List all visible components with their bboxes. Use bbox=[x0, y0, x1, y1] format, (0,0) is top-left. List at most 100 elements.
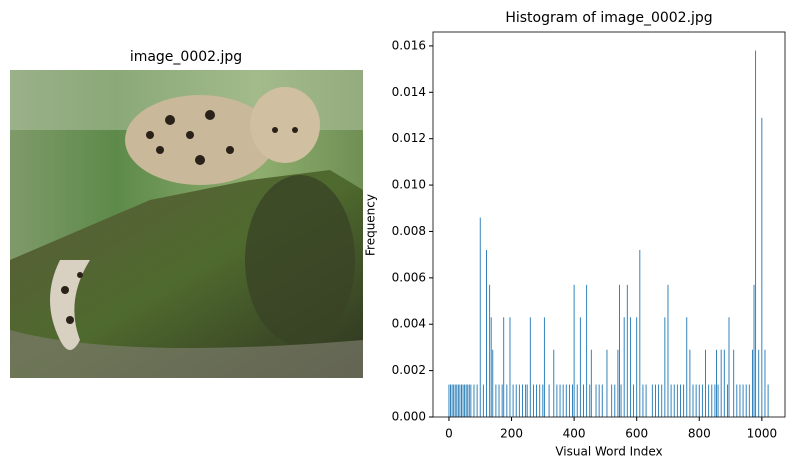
bar bbox=[559, 384, 561, 417]
bar bbox=[655, 384, 656, 417]
bar bbox=[748, 384, 750, 417]
bar bbox=[629, 317, 631, 417]
bar bbox=[753, 284, 755, 417]
bar bbox=[486, 250, 487, 417]
bar bbox=[539, 384, 541, 417]
bar bbox=[711, 384, 713, 417]
bar bbox=[473, 384, 475, 417]
bar bbox=[464, 384, 466, 417]
bar bbox=[553, 349, 555, 417]
bar bbox=[651, 384, 653, 417]
bar bbox=[736, 384, 738, 417]
bar bbox=[495, 384, 497, 417]
bar bbox=[705, 349, 706, 417]
bar bbox=[667, 284, 669, 417]
bar bbox=[515, 384, 517, 417]
bar bbox=[498, 384, 500, 417]
bar bbox=[556, 384, 558, 417]
bar bbox=[454, 384, 456, 417]
bar bbox=[658, 384, 660, 417]
axes-frame bbox=[432, 31, 786, 418]
bar bbox=[636, 317, 638, 417]
bar bbox=[457, 384, 459, 417]
bar bbox=[512, 384, 514, 417]
bar bbox=[723, 349, 725, 417]
bar bbox=[548, 384, 550, 417]
bar bbox=[525, 384, 527, 417]
y-tick-label: 0.006 bbox=[392, 270, 426, 284]
bar bbox=[619, 284, 620, 417]
bar bbox=[506, 384, 508, 417]
bar bbox=[739, 384, 741, 417]
bar bbox=[728, 317, 730, 417]
bar bbox=[620, 384, 622, 417]
bar bbox=[462, 384, 464, 417]
bar bbox=[526, 384, 528, 417]
x-tick-label: 600 bbox=[625, 427, 648, 441]
bar bbox=[509, 317, 511, 417]
bar bbox=[536, 384, 538, 417]
bar bbox=[639, 250, 641, 417]
bar bbox=[611, 384, 613, 417]
bar bbox=[733, 349, 735, 417]
y-axis-label: Frequency bbox=[364, 194, 378, 256]
bar bbox=[755, 50, 757, 417]
bar bbox=[565, 384, 567, 417]
bar bbox=[676, 384, 678, 417]
y-tick-label: 0.012 bbox=[392, 131, 426, 145]
image-title: image_0002.jpg bbox=[130, 49, 242, 65]
bar bbox=[726, 384, 728, 417]
bar bbox=[573, 284, 575, 417]
bar bbox=[562, 384, 564, 417]
bar bbox=[598, 384, 600, 417]
bar bbox=[606, 349, 608, 417]
bar bbox=[542, 384, 544, 417]
bar bbox=[673, 384, 675, 417]
bar bbox=[476, 384, 478, 417]
bar bbox=[689, 349, 691, 417]
bar bbox=[590, 349, 592, 417]
x-tick-label: 1000 bbox=[747, 427, 778, 441]
bar bbox=[717, 384, 719, 417]
photo bbox=[10, 70, 363, 378]
bar bbox=[501, 384, 503, 417]
bar bbox=[692, 384, 694, 417]
bar bbox=[453, 384, 455, 417]
bar bbox=[522, 384, 523, 417]
bar bbox=[720, 349, 722, 417]
bar bbox=[583, 384, 584, 417]
bar bbox=[633, 384, 635, 417]
bar bbox=[623, 317, 625, 417]
bar bbox=[532, 384, 534, 417]
bar bbox=[461, 384, 462, 417]
x-tick-label: 0 bbox=[445, 427, 453, 441]
bar bbox=[767, 384, 769, 417]
histogram: 0.000 0.002 0.004 0.006 0.008 0.010 0.012 0.014… bbox=[392, 31, 786, 441]
bar bbox=[586, 284, 588, 417]
y-tick-label: 0.014 bbox=[392, 85, 426, 99]
chart-title: Histogram of image_0002.jpg bbox=[505, 10, 712, 26]
bar bbox=[451, 384, 453, 417]
bar bbox=[450, 384, 451, 417]
bar bbox=[642, 384, 644, 417]
bar bbox=[503, 317, 505, 417]
bar bbox=[572, 384, 573, 417]
y-tick-label: 0.016 bbox=[392, 38, 426, 52]
bar bbox=[518, 384, 520, 417]
bar bbox=[695, 384, 697, 417]
bar bbox=[683, 384, 685, 417]
bar bbox=[576, 384, 578, 417]
y-tick-label: 0.004 bbox=[392, 317, 426, 331]
bar bbox=[543, 317, 545, 417]
bar bbox=[701, 384, 703, 417]
bar bbox=[456, 384, 458, 417]
bar bbox=[595, 384, 597, 417]
bar bbox=[617, 349, 619, 417]
bar bbox=[764, 349, 766, 417]
bar bbox=[714, 384, 716, 417]
bar bbox=[467, 384, 469, 417]
x-tick-label: 800 bbox=[688, 427, 711, 441]
bar bbox=[601, 384, 603, 417]
bar bbox=[626, 284, 628, 417]
